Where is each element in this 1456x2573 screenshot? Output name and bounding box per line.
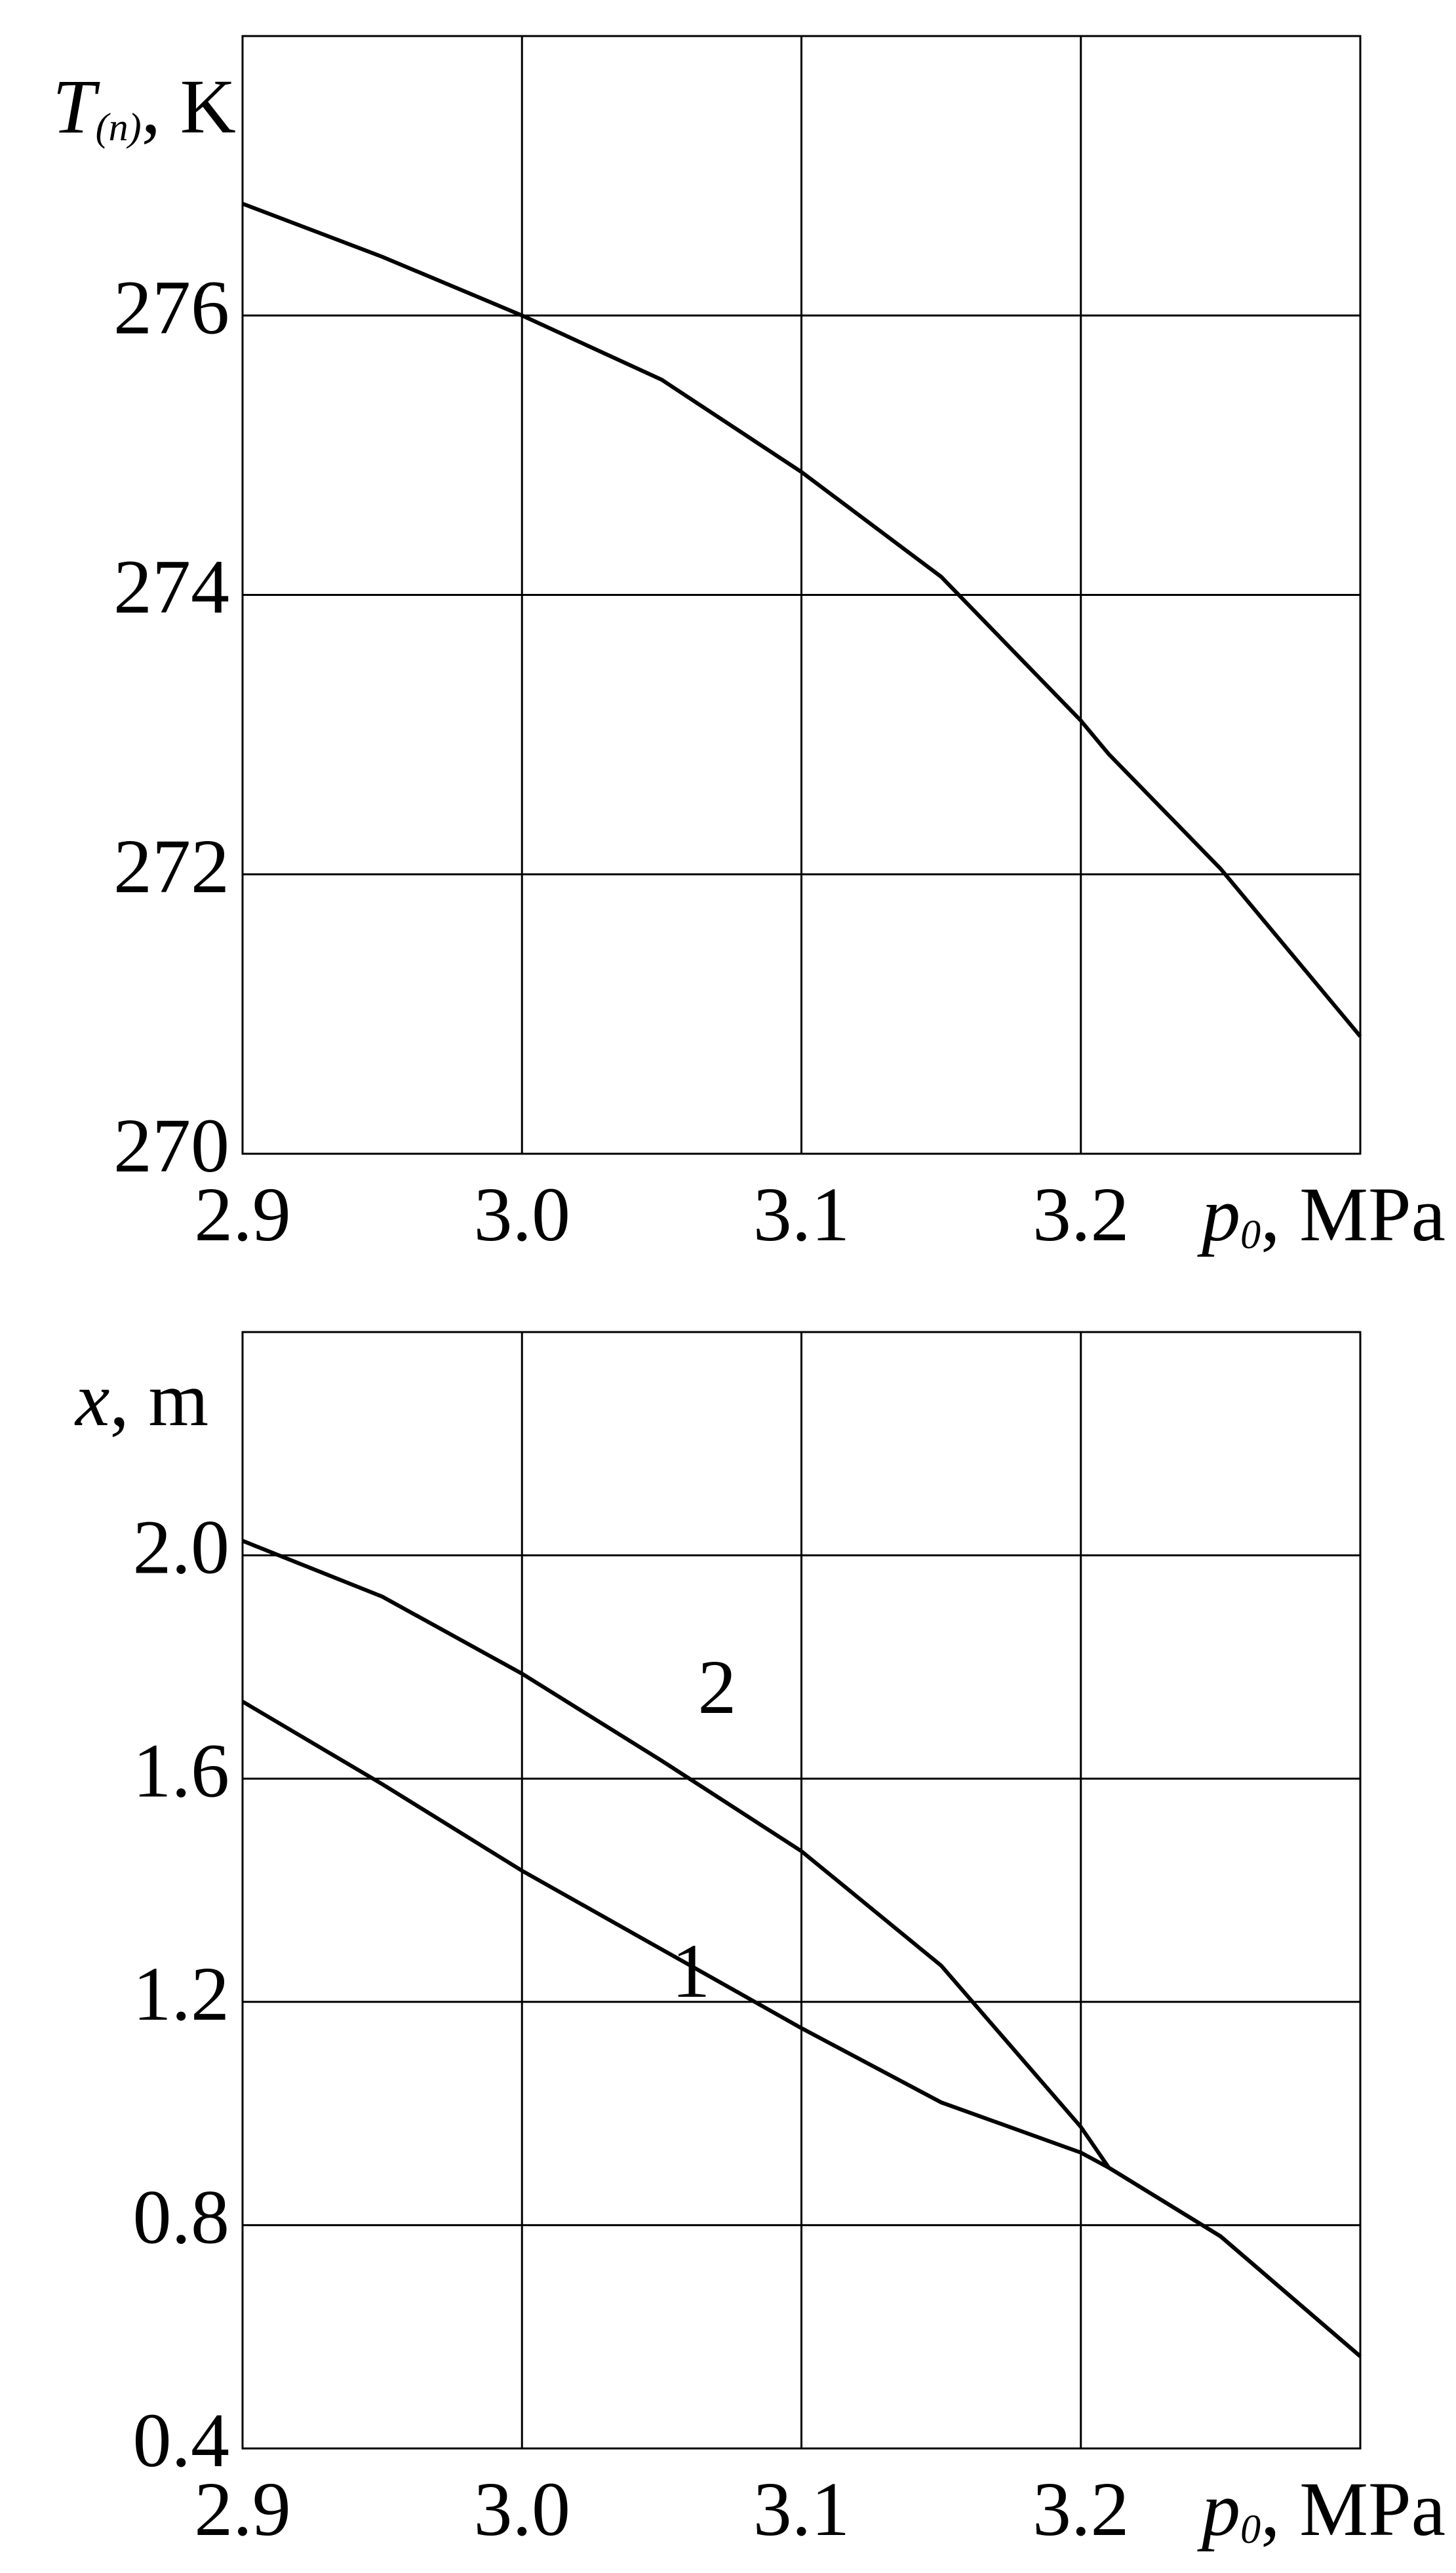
label-rest: , m	[109, 1356, 208, 1442]
y-tick-label: 272	[113, 823, 229, 909]
label-rest: , MPa	[1261, 2466, 1446, 2552]
y-tick-label: 1.6	[133, 1727, 230, 1813]
label-sub: 0	[1240, 1213, 1261, 1257]
x-tick-label: 3.2	[1033, 1171, 1130, 1257]
label-main: x	[74, 1356, 109, 1442]
x-tick-label: 3.2	[1033, 2466, 1130, 2552]
plot-frame	[241, 1331, 1362, 2450]
x-tick-label: 3.1	[753, 1171, 850, 1257]
label-sub: (n)	[96, 106, 142, 149]
series-label: 1	[671, 1928, 710, 2014]
x-axis-label: p0, MPa	[1197, 2466, 1446, 2552]
line-series	[241, 201, 1362, 1038]
label-sub: 0	[1240, 2507, 1261, 2552]
x-tick-label: 3.0	[474, 1171, 571, 1257]
y-tick-label: 276	[113, 264, 229, 350]
y-tick-label: 0.4	[133, 2397, 230, 2483]
label-rest: , K	[142, 64, 236, 149]
label-main: p	[1197, 1171, 1240, 1257]
y-tick-label: 2.0	[133, 1504, 230, 1590]
y-tick-label: 1.2	[133, 1951, 230, 2037]
x-tick-label: 3.1	[753, 2466, 850, 2552]
x-tick-label: 2.9	[194, 1171, 291, 1257]
y-tick-label: 0.8	[133, 2174, 230, 2260]
series-label: 2	[698, 1644, 736, 1730]
line-series	[241, 1539, 1362, 2358]
label-main: p	[1197, 2466, 1240, 2552]
y-tick-label: 270	[113, 1103, 229, 1188]
y-tick-label: 274	[113, 544, 229, 630]
label-main: T	[52, 64, 100, 149]
y-axis-label: x, m	[74, 1356, 208, 1442]
x-tick-label: 3.0	[474, 2466, 571, 2552]
x-axis-label: p0, MPa	[1197, 1171, 1446, 1257]
label-rest: , MPa	[1261, 1171, 1446, 1257]
x-tick-label: 2.9	[194, 2466, 291, 2552]
y-axis-label: T(n), K	[52, 64, 236, 149]
plot-frame	[241, 35, 1362, 1155]
